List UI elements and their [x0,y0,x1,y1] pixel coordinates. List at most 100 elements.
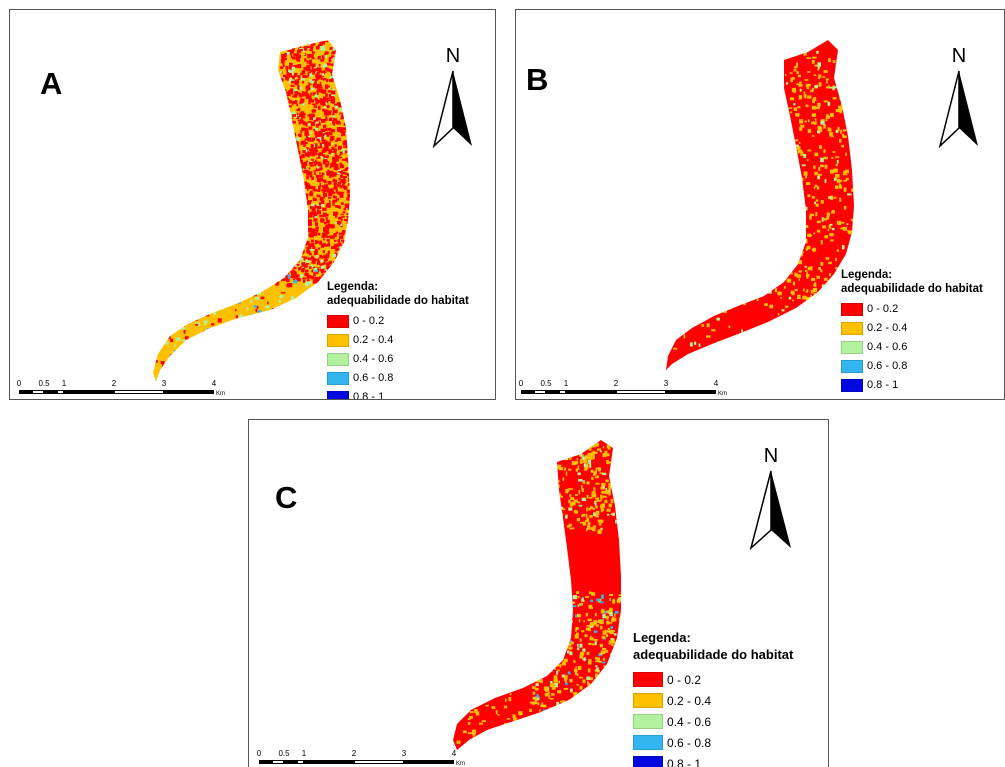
raster-cell [341,92,345,94]
raster-cell [594,476,599,479]
raster-cell [330,188,333,191]
raster-cell [282,180,284,183]
raster-cell [780,103,784,107]
raster-cell [276,372,280,377]
raster-cell [862,221,864,225]
raster-cell [529,646,535,650]
raster-cell [296,350,299,353]
legend-item: 0 - 0.2 [633,669,793,690]
raster-cell [354,65,357,68]
raster-cell [281,108,284,113]
raster-cell [304,234,308,237]
raster-cell [592,682,595,686]
raster-cell [335,150,337,155]
raster-cell [346,63,349,67]
raster-cell [578,479,583,482]
raster-cell [813,292,817,296]
raster-cell [153,364,155,369]
raster-cell [555,480,560,482]
raster-cell [289,218,292,221]
raster-cell [315,255,318,259]
raster-cell [355,95,358,99]
raster-cell [618,617,621,621]
raster-cell [315,67,319,71]
raster-cell [320,243,325,248]
raster-cell [299,100,302,105]
raster-cell [314,161,317,165]
raster-cell [573,462,577,465]
raster-cell [840,129,843,134]
raster-cell [301,102,305,106]
raster-cell [807,194,811,197]
raster-cell [323,325,326,328]
raster-cell [329,269,332,271]
raster-cell [834,185,839,189]
raster-cell [286,319,291,324]
raster-cell [462,709,467,713]
raster-cell [189,343,193,346]
raster-cell [850,249,854,252]
raster-cell [816,229,821,233]
raster-cell [567,645,569,650]
raster-cell [568,499,571,504]
raster-cell [290,271,293,276]
raster-cell [198,256,202,260]
raster-cell [304,272,309,277]
raster-cell [344,117,347,120]
raster-cell [164,268,168,272]
raster-cell [320,390,322,392]
raster-cell [346,42,350,45]
raster-cell [301,165,305,169]
raster-cell [283,360,287,364]
raster-cell [339,193,344,198]
raster-cell [549,681,553,683]
raster-cell [227,304,231,307]
raster-cell [314,240,317,245]
raster-cell [578,618,581,623]
raster-cell [353,51,356,54]
raster-cell [826,296,829,299]
raster-cell [797,260,802,265]
raster-cell [827,290,831,293]
raster-cell [304,194,308,197]
scale-tick-label: 0.5 [38,379,50,388]
raster-cell [855,87,858,89]
raster-cell [626,652,630,655]
raster-cell [180,363,185,368]
raster-cell [544,692,549,697]
raster-cell [301,91,306,95]
raster-cell [327,265,332,269]
raster-cell [553,644,558,647]
raster-cell [251,361,255,365]
raster-cell [836,285,839,289]
raster-cell [285,354,288,359]
raster-cell [596,621,600,623]
raster-cell [323,275,328,278]
raster-cell [298,250,301,256]
raster-cell [351,118,354,121]
raster-cell [309,376,312,381]
raster-cell [345,90,347,93]
raster-cell [797,151,800,153]
raster-cell [595,700,601,704]
raster-cell [321,40,325,45]
raster-cell [292,101,296,103]
raster-cell [335,158,339,162]
raster-cell [812,56,817,59]
raster-cell [789,142,792,147]
raster-cell [352,180,356,183]
raster-cell [818,74,822,78]
raster-cell [327,275,332,280]
raster-cell [311,233,314,238]
raster-cell [609,671,612,675]
raster-cell [790,77,793,83]
raster-cell [163,322,166,327]
legend-item: 0.4 - 0.6 [633,711,793,732]
raster-cell [304,218,306,221]
raster-cell [319,167,323,171]
raster-cell [586,463,589,467]
raster-cell [797,294,801,299]
raster-cell [349,167,350,171]
raster-cell [329,94,332,100]
raster-cell [312,92,316,96]
